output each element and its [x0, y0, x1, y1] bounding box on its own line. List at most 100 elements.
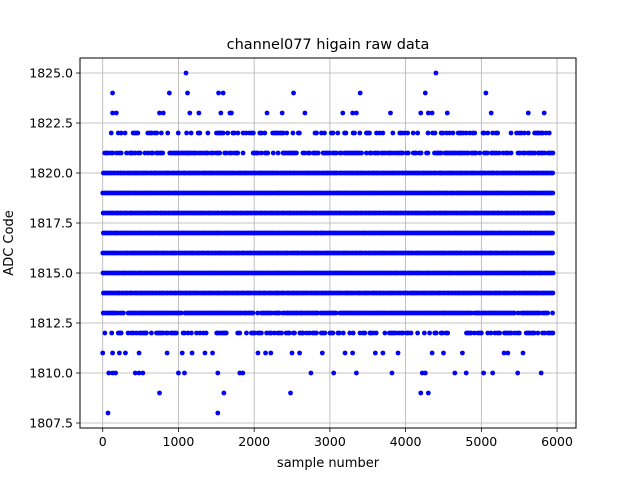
data-point [418, 390, 424, 396]
data-point [231, 130, 237, 136]
data-point [433, 330, 439, 336]
data-point [255, 350, 261, 356]
data-points [100, 70, 556, 416]
data-point [343, 130, 349, 136]
data-point [140, 370, 146, 376]
data-point [505, 350, 511, 356]
y-tick-label: 1822.5 [29, 116, 73, 131]
data-point [194, 330, 199, 336]
data-point [337, 330, 342, 336]
data-point [542, 330, 548, 336]
data-point [122, 130, 128, 136]
data-point [182, 370, 187, 376]
data-point [286, 330, 292, 336]
y-tick-label: 1817.5 [29, 216, 73, 231]
data-point [531, 330, 537, 336]
data-point [136, 350, 142, 356]
data-point [123, 350, 128, 356]
data-point [110, 90, 115, 96]
data-point [422, 370, 428, 376]
data-point [389, 370, 395, 376]
data-point [223, 330, 229, 336]
y-tick-label: 1807.5 [29, 416, 73, 431]
data-point [550, 230, 555, 236]
data-point [405, 150, 411, 156]
data-point [445, 330, 451, 336]
data-point [515, 370, 521, 376]
data-point [331, 370, 337, 376]
data-point [490, 370, 496, 376]
data-point [538, 370, 544, 376]
data-point [342, 350, 348, 356]
data-point [164, 350, 170, 356]
data-point [165, 130, 171, 136]
data-point [322, 130, 327, 136]
data-point [308, 370, 314, 376]
data-point [421, 330, 427, 336]
data-point [187, 110, 193, 116]
data-point [196, 110, 202, 116]
data-point [237, 330, 243, 336]
data-point [215, 410, 221, 416]
data-point [410, 130, 416, 136]
data-point [429, 110, 435, 116]
data-point [447, 130, 452, 136]
data-point [250, 130, 256, 136]
data-point [184, 130, 190, 136]
data-point [250, 310, 256, 316]
data-point [522, 130, 527, 136]
data-point [279, 330, 284, 336]
data-point [210, 350, 215, 356]
data-point [525, 110, 531, 116]
data-point [121, 310, 126, 316]
data-point [473, 150, 479, 156]
data-point [382, 330, 388, 336]
data-point [280, 130, 286, 136]
data-point [340, 330, 346, 336]
y-axis-label: ADC Code [2, 210, 17, 275]
data-point [262, 130, 268, 136]
data-point [350, 330, 356, 336]
data-point [468, 330, 474, 336]
plot-frame [79, 57, 577, 429]
x-tick-label: 4000 [390, 434, 422, 449]
data-point [157, 390, 162, 396]
data-point [432, 130, 438, 136]
data-point [102, 330, 108, 336]
data-point [105, 410, 111, 416]
data-point [100, 350, 106, 356]
data-point [229, 110, 234, 116]
data-point [333, 150, 339, 156]
data-point [118, 130, 124, 136]
data-point [289, 350, 295, 356]
data-point [279, 110, 285, 116]
data-point [137, 150, 143, 156]
data-point [333, 310, 339, 316]
data-point [314, 130, 320, 136]
data-point [441, 350, 446, 356]
data-point [302, 110, 308, 116]
data-point [183, 70, 189, 76]
data-point [108, 130, 114, 136]
data-point [330, 130, 336, 136]
data-point [508, 330, 514, 336]
data-point [220, 130, 226, 136]
data-point [511, 310, 517, 316]
data-point [532, 150, 538, 156]
data-point [463, 370, 469, 376]
data-point [235, 150, 241, 156]
data-point [400, 150, 406, 156]
data-point [541, 110, 547, 116]
data-point [438, 150, 444, 156]
data-point [217, 150, 223, 156]
data-point [472, 130, 478, 136]
data-point [265, 150, 271, 156]
data-point [483, 90, 489, 96]
data-point [350, 350, 356, 356]
data-point [175, 130, 181, 136]
data-point [263, 350, 268, 356]
data-point [268, 350, 274, 356]
data-point [284, 130, 290, 136]
data-point [367, 130, 372, 136]
